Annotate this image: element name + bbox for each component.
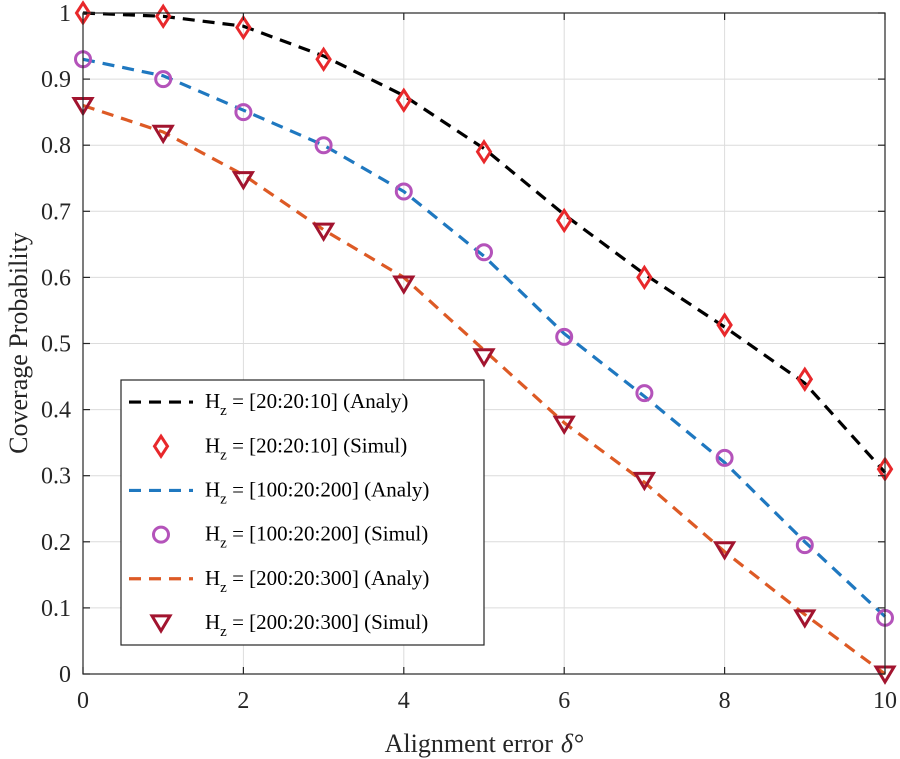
data-point xyxy=(151,124,175,145)
legend-label-subscript: z xyxy=(220,403,227,419)
data-point xyxy=(154,70,173,89)
series-line xyxy=(82,57,887,618)
y-tick-label: 1 xyxy=(59,1,71,27)
legend-label-rest: = [20:20:10] (Analy) xyxy=(227,389,409,413)
legend-label-subscript: z xyxy=(220,536,227,552)
data-point xyxy=(636,264,653,291)
legend-entry: Hz = [200:20:300] (Simul) xyxy=(149,610,428,640)
legend-label-subscript: z xyxy=(220,491,227,507)
legend-entry: Hz = [20:20:10] (Analy) xyxy=(129,389,408,419)
legend-marker-swatch xyxy=(152,525,170,544)
data-point xyxy=(231,171,256,191)
y-tick-label: 0.3 xyxy=(41,464,71,490)
legend-label-prefix: H xyxy=(205,389,220,413)
legend-entry: Hz = [20:20:10] (Simul) xyxy=(152,433,407,463)
data-point xyxy=(555,327,574,346)
y-tick-label: 0.4 xyxy=(41,398,71,424)
y-tick-label: 0.6 xyxy=(41,265,71,291)
y-tick-label: 0.5 xyxy=(41,332,71,358)
legend-label-prefix: H xyxy=(205,522,220,546)
data-point xyxy=(795,536,814,555)
x-axis-label: Alignment error δ° xyxy=(385,729,584,758)
legend-label-rest: = [200:20:300] (Analy) xyxy=(227,566,430,590)
legend-label: Hz = [20:20:10] (Simul) xyxy=(205,433,407,463)
axis-ticks: 0 2 4 6 8 10 0 0.1 0.2 0.3 0.4 0.5 0.6 0.7 0.8 0.9 1 xyxy=(41,1,897,714)
legend-entry: Hz = [100:20:200] (Simul) xyxy=(152,522,428,552)
legend-label-prefix: H xyxy=(205,433,220,457)
x-tick-label: 2 xyxy=(237,688,249,714)
data-point xyxy=(314,136,333,155)
data-point xyxy=(552,415,576,436)
x-tick-label: 8 xyxy=(719,688,731,714)
data-point xyxy=(715,448,734,467)
y-tick-label: 0.1 xyxy=(41,596,71,622)
legend-label-prefix: H xyxy=(205,610,220,634)
x-tick-label: 0 xyxy=(77,688,89,714)
data-point xyxy=(315,46,332,73)
legend: Hz = [20:20:10] (Analy)Hz = [20:20:10] (… xyxy=(120,379,485,646)
legend-box xyxy=(120,379,485,646)
legend-marker-swatch xyxy=(149,614,173,634)
legend-label-rest: = [200:20:300] (Simul) xyxy=(227,610,428,634)
legend-label-rest: = [100:20:200] (Simul) xyxy=(227,522,428,546)
legend-label-prefix: H xyxy=(205,566,220,590)
legend-label: Hz = [100:20:200] (Simul) xyxy=(205,522,428,552)
y-axis-label: Coverage Probability xyxy=(4,232,33,454)
data-point xyxy=(793,609,817,629)
data-point xyxy=(235,14,252,41)
data-point xyxy=(392,275,416,295)
y-tick-label: 0.7 xyxy=(41,199,71,225)
legend-label-subscript: z xyxy=(220,580,227,596)
legend-label: Hz = [20:20:10] (Analy) xyxy=(205,389,408,419)
series-4 xyxy=(82,103,886,676)
data-point xyxy=(475,139,493,165)
data-point xyxy=(635,384,654,403)
legend-marker-swatch xyxy=(152,433,170,460)
y-tick-label: 0.8 xyxy=(41,133,71,159)
data-point xyxy=(475,243,493,262)
legend-label: Hz = [100:20:200] (Analy) xyxy=(205,477,429,507)
data-point xyxy=(311,222,336,243)
series-line xyxy=(82,103,886,676)
x-tick-label: 4 xyxy=(398,688,410,714)
data-point xyxy=(716,312,733,338)
x-tick-label: 6 xyxy=(558,688,570,714)
series-line xyxy=(82,11,887,474)
series-2 xyxy=(82,57,887,618)
data-point xyxy=(712,541,737,561)
legend-entry: Hz = [100:20:200] (Analy) xyxy=(129,477,429,507)
series-0 xyxy=(82,11,887,474)
legend-label-subscript: z xyxy=(220,624,227,640)
legend-label: Hz = [200:20:300] (Simul) xyxy=(205,610,428,640)
legend-entry: Hz = [200:20:300] (Analy) xyxy=(129,566,429,596)
data-point xyxy=(632,471,657,492)
y-tick-label: 0 xyxy=(59,662,71,688)
data-point xyxy=(472,348,496,368)
y-tick-label: 0.2 xyxy=(41,530,71,556)
data-point xyxy=(796,366,814,392)
data-point xyxy=(234,103,253,122)
legend-label-rest: = [100:20:200] (Analy) xyxy=(227,477,430,501)
data-point xyxy=(555,207,573,234)
x-axis-label-text: Alignment error xyxy=(385,729,554,758)
legend-label-subscript: z xyxy=(220,447,227,463)
data-point xyxy=(395,87,413,114)
legend-label-rest: = [20:20:10] (Simul) xyxy=(227,433,407,457)
data-point xyxy=(394,182,413,201)
x-tick-label: 10 xyxy=(873,688,897,714)
y-tick-label: 0.9 xyxy=(41,67,71,93)
x-axis-label-symbol: δ° xyxy=(561,729,583,758)
legend-label-prefix: H xyxy=(205,477,220,501)
legend-label: Hz = [200:20:300] (Analy) xyxy=(205,566,429,596)
